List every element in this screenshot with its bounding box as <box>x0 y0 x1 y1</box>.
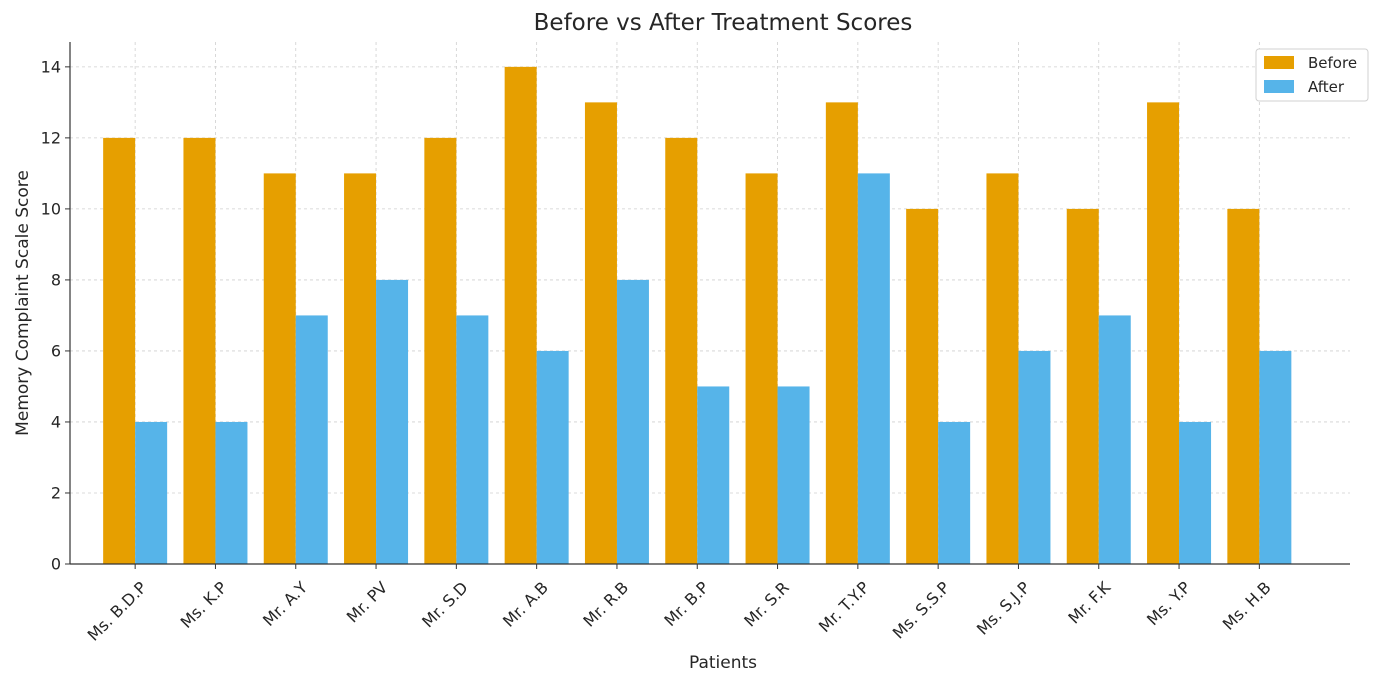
bar-after <box>215 422 247 564</box>
bar-before <box>986 173 1018 564</box>
x-tick-label: Mr. F.K <box>1064 578 1114 628</box>
y-tick-label: 4 <box>51 412 61 431</box>
x-ticks: Ms. B.D.P Ms. K.P Mr. A.Y Mr. PV Mr. S.D Mr. … <box>84 564 1275 645</box>
bar-after <box>858 173 890 564</box>
y-tick-label: 0 <box>51 555 61 574</box>
bar-after <box>778 386 810 564</box>
bar-after <box>456 315 488 564</box>
x-tick-label: Ms. S.J.P <box>973 578 1034 639</box>
y-tick-label: 6 <box>51 341 61 360</box>
bar-before <box>1227 209 1259 564</box>
x-tick-label: Mr. PV <box>343 578 392 627</box>
legend: Before After <box>1256 49 1368 101</box>
bar-after <box>1259 351 1291 564</box>
bar-after <box>296 315 328 564</box>
y-ticks: 0 2 4 6 8 10 12 14 <box>41 57 70 573</box>
legend-label-before: Before <box>1308 54 1357 72</box>
x-tick-label: Mr. B.P <box>660 578 712 630</box>
bar-after <box>135 422 167 564</box>
x-tick-label: Mr. A.B <box>499 578 552 631</box>
x-tick-label: Mr. S.D <box>418 578 471 631</box>
bar-before <box>746 173 778 564</box>
x-tick-label: Ms. H.B <box>1219 578 1275 634</box>
y-tick-label: 2 <box>51 483 61 502</box>
legend-label-after: After <box>1308 78 1345 96</box>
y-tick-label: 8 <box>51 270 61 289</box>
bar-after <box>1018 351 1050 564</box>
bar-after <box>1179 422 1211 564</box>
x-tick-label: Mr. S.R <box>740 578 793 631</box>
bar-before <box>665 138 697 564</box>
x-axis-label: Patients <box>689 653 757 673</box>
bar-before <box>103 138 135 564</box>
y-tick-label: 14 <box>41 57 61 76</box>
x-tick-label: Mr. A.Y <box>259 578 311 630</box>
bar-before <box>264 173 296 564</box>
bar-after <box>938 422 970 564</box>
y-tick-label: 12 <box>41 128 61 147</box>
bar-before <box>1147 102 1179 564</box>
y-tick-label: 10 <box>41 199 61 218</box>
x-tick-label: Mr. R.B <box>579 578 632 631</box>
bar-after <box>617 280 649 564</box>
bar-after <box>1099 315 1131 564</box>
bar-before <box>344 173 376 564</box>
chart-title: Before vs After Treatment Scores <box>534 10 913 36</box>
bar-before <box>826 102 858 564</box>
bar-before <box>505 67 537 564</box>
bar-before <box>585 102 617 564</box>
x-tick-label: Mr. T.Y.P <box>815 578 873 636</box>
x-tick-label: Ms. S.S.P <box>889 578 954 643</box>
bar-before <box>906 209 938 564</box>
y-axis-label: Memory Complaint Scale Score <box>13 170 33 436</box>
bar-before <box>183 138 215 564</box>
bar-after <box>697 386 729 564</box>
x-tick-label: Ms. B.D.P <box>84 578 151 645</box>
x-tick-label: Ms. K.P <box>177 578 231 632</box>
x-tick-label: Ms. Y.P <box>1143 578 1195 630</box>
bar-after <box>376 280 408 564</box>
bar-before <box>1067 209 1099 564</box>
bar-before <box>424 138 456 564</box>
legend-swatch-after <box>1264 80 1294 93</box>
bar-after <box>537 351 569 564</box>
legend-swatch-before <box>1264 56 1294 69</box>
bars <box>103 67 1291 564</box>
